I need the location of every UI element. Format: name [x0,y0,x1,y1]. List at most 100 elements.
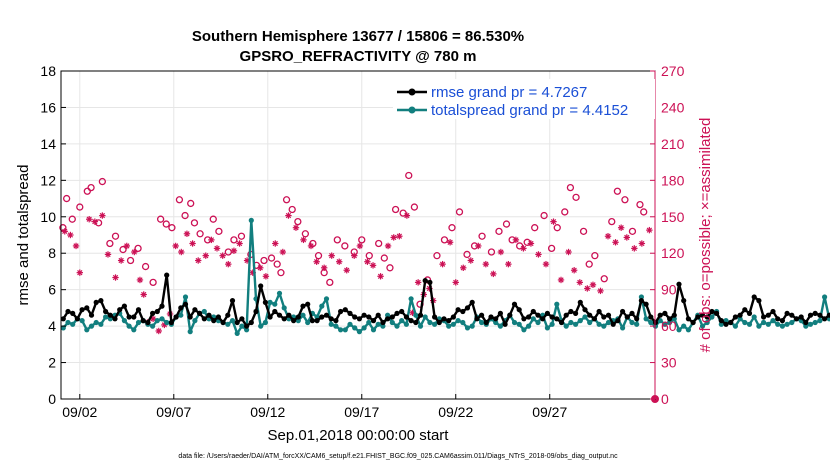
obs-possible-point [608,217,616,226]
rmse-point [779,318,786,324]
asterisk-stroke [344,267,350,273]
rmse-point [479,312,485,318]
rmse-point [103,308,109,315]
obs-possible-point [62,194,71,203]
obs-possible-point [358,236,366,244]
obs-possible-point [516,242,524,250]
totalspread-point [319,303,325,309]
obs-possible-point [294,217,302,226]
chart-title: Southern Hemisphere 13677 / 15806 = 86.5… [192,28,524,45]
rmse-point [714,310,720,316]
obs-assimilated-point [208,236,215,244]
totalspread-point [732,323,739,329]
obs-assimilated-point [351,252,358,259]
rmse-point [182,301,189,307]
rmse-point [798,314,804,320]
obs-assimilated-point [320,264,328,271]
obs-assimilated-point [557,276,565,284]
obs-possible-point [365,252,373,260]
obs-possible-point [230,236,238,244]
asterisk-stroke [195,257,201,264]
obs-possible-point [613,187,622,195]
asterisk-stroke [624,234,630,241]
totalspread-point [65,319,71,326]
obs-assimilated-point [403,212,411,219]
asterisk-stroke [214,245,220,252]
totalspread-point [676,327,682,333]
rmse-point [756,298,762,304]
rmse-point [464,305,471,311]
totalspread-point [709,314,715,320]
totalspread-point [262,319,268,326]
rmse-point [168,319,174,326]
rmse-point [648,314,654,320]
y-tick-label-right: 60 [661,318,677,334]
totalspread-point [699,323,706,329]
obs-assimilated-point [356,242,364,250]
asterisk-stroke [453,279,459,286]
x-axis-label: Sep.01,2018 00:00:00 start [268,427,450,444]
asterisk-stroke [460,265,466,271]
asterisk-stroke [313,259,320,265]
obs-possible-point [585,260,593,268]
obs-assimilated-point [85,216,93,223]
rmse-point [225,312,231,318]
rmse-point [629,310,635,316]
obs-possible-point [540,211,548,220]
rmse-point [502,321,508,327]
obs-possible-point [628,227,637,236]
x-tick-label: 09/07 [156,404,191,420]
totalspread-point [154,318,160,324]
rmse-point [812,310,818,316]
obs-possible-point [341,242,349,250]
totalspread-point [549,321,555,327]
obs-assimilated-point [570,267,578,274]
rmse-point [817,312,823,318]
obs-possible-point [433,252,441,260]
totalspread-point [422,314,428,320]
asterisk-stroke [92,218,98,225]
rmse-point [605,312,612,318]
rmse-point [107,312,113,318]
totalspread-point [751,314,757,320]
asterisk-stroke [391,234,397,241]
rmse-point [121,303,127,309]
totalspread-point [300,312,306,318]
rmse-point [624,314,630,320]
rmse-point [164,272,170,278]
totalspread-point [366,319,372,326]
rmse-point [319,314,325,320]
obs-assimilated-point [236,240,243,247]
obs-possible-point [273,260,281,268]
rmse-point [685,316,692,322]
asterisk-stroke [293,225,299,231]
obs-possible-point [553,224,561,232]
asterisk-stroke [141,291,147,298]
obs-assimilated-point [343,267,350,274]
y-tick-label-left: 18 [40,63,56,79]
totalspread-point [182,294,189,300]
asterisk-stroke [178,249,184,255]
asterisk-stroke [99,212,106,219]
totalspread-point [126,323,132,329]
obs-possible-point [267,254,276,262]
totalspread-point [131,327,137,333]
obs-assimilated-point [612,239,619,246]
x-tick-label: 09/02 [62,404,97,420]
rmse-point [432,314,438,320]
rmse-point [328,316,334,322]
obs-assimilated-point [617,224,625,231]
totalspread-point [648,319,654,326]
obs-possible-point [277,269,285,277]
asterisk-stroke [370,262,376,269]
asterisk-stroke [571,267,577,273]
asterisk-stroke [498,249,504,255]
obs-assimilated-point [490,270,497,278]
obs-possible-point [111,232,120,240]
rmse-point [488,314,494,320]
totalspread-point [765,321,771,327]
obs-assimilated-point [336,258,343,265]
rmse-point [267,314,273,320]
rmse-point [300,303,306,309]
rmse-point [732,314,739,320]
